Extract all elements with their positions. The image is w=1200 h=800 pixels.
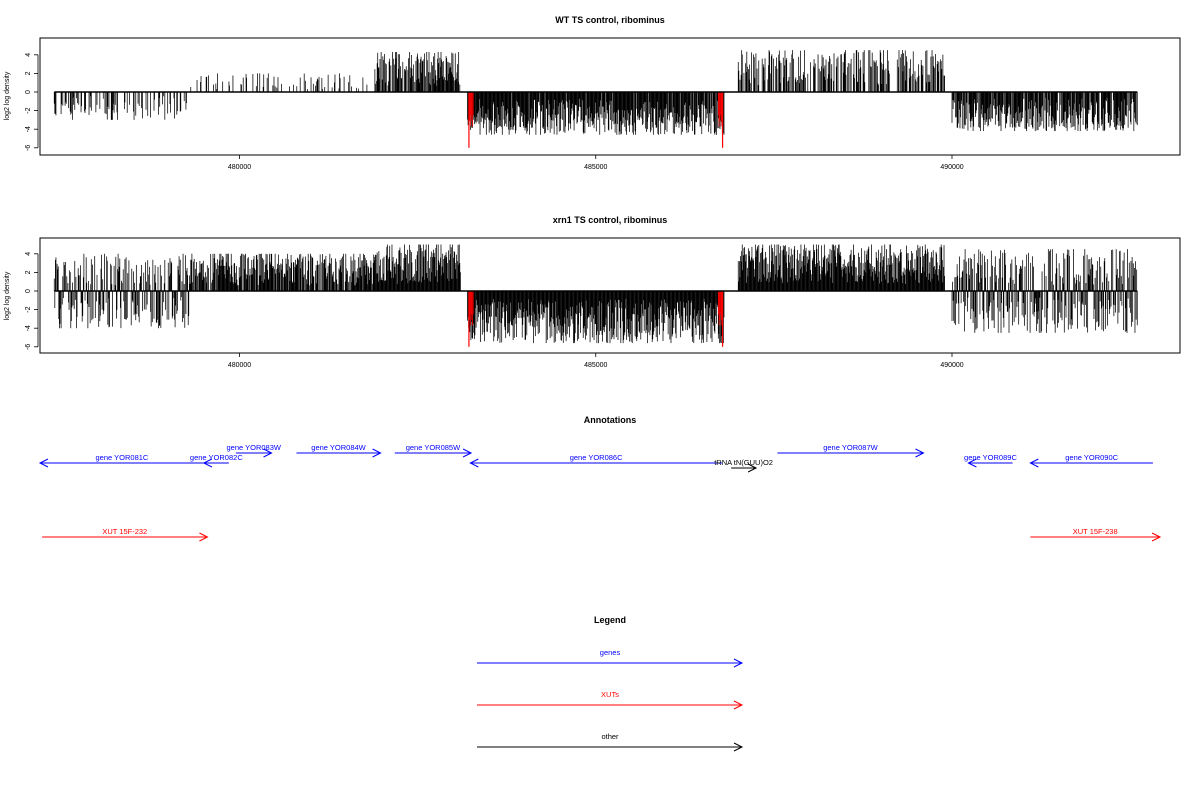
annotation-feature: gene YOR086C [469,453,722,468]
annotation-label: gene YOR082C [190,453,243,462]
annotation-label: gene YOR086C [570,453,623,462]
xrn1-x-tick-label: 480000 [228,362,251,369]
wt-x-tick-label: 480000 [228,164,251,171]
wt-y-tick-label: -6 [25,145,32,151]
wt-y-tick-label: 2 [25,71,32,75]
xrn1-y-tick-label: -2 [25,306,32,312]
xrn1-y-tick-label: 0 [25,289,32,293]
annotation-arrowhead [747,463,758,473]
xrn1-y-tick-label: 4 [25,252,32,256]
xrn1-axes: -6 -4 -2 0 2 4 480000 485000 490000 [25,252,964,369]
annotation-feature: gene YOR083W [227,443,282,458]
annotation-feature: gene YOR090C [1029,453,1153,468]
wt-panel: WT TS control, ribominus log2 log densit… [4,15,1181,171]
legend: genes XUTs other [477,648,744,752]
annotations-title: Annotations [584,415,637,425]
xrn1-y-axis-label: log2 log density [4,271,11,320]
annotation-arrowhead [1151,532,1162,542]
wt-x-tick-label: 485000 [584,164,607,171]
legend-arrowhead [733,658,744,668]
wt-y-tick-label: -4 [25,126,32,132]
annotation-arrowhead [967,458,977,468]
annotation-label: gene YOR087W [823,443,878,452]
annotation-feature: gene YOR089C [964,453,1017,468]
annotation-feature: gene YOR084W [296,443,382,458]
legend-label: XUTs [601,690,619,699]
wt-bars [53,50,1138,148]
annotation-label: gene YOR090C [1065,453,1118,462]
annotation-label: gene YOR084W [311,443,366,452]
xrn1-plot-frame [39,237,1181,354]
wt-y-tick-label: 0 [25,90,32,94]
xrn1-y-tick-label: 2 [25,270,32,274]
annotation-arrowhead [462,448,473,458]
annotation-label: gene YOR089C [964,453,1017,462]
annotation-label: gene YOR081C [96,453,149,462]
wt-panel-title: WT TS control, ribominus [555,15,665,25]
annotation-label: gene YOR085W [406,443,461,452]
wt-x-tick-label: 490000 [940,164,963,171]
annotation-arrowhead [199,532,209,542]
xrn1-x-tick-label: 485000 [584,362,607,369]
annotation-label: XUT 15F-232 [102,527,147,536]
wt-axes: -6 -4 -2 0 2 4 480000 485000 490000 [25,53,964,171]
annotation-arrowhead [38,458,49,468]
annotation-feature: XUT 15F-238 [1030,527,1162,542]
xrn1-y-tick-label: -4 [25,325,32,331]
annotation-feature: XUT 15F-232 [42,527,209,542]
legend-label: other [601,732,619,741]
legend-label: genes [600,648,621,657]
annotation-arrowhead [915,448,925,458]
annotation-feature: gene YOR082C [190,453,243,468]
wt-y-tick-label: 4 [25,53,32,57]
legend-item: genes [477,648,744,668]
annotation-arrowhead [202,458,213,468]
legend-arrowhead [733,742,744,752]
annotation-arrowhead [372,448,382,458]
wt-y-axis-label: log2 log density [4,71,11,120]
annotation-feature: gene YOR081C [38,453,204,468]
legend-title: Legend [594,615,626,625]
wt-plot-frame [39,37,1181,156]
wt-y-tick-label: -2 [25,107,32,113]
xrn1-panel-title: xrn1 TS control, ribominus [553,215,668,225]
annotation-arrowhead [263,448,273,458]
annotation-feature: gene YOR085W [394,443,473,458]
annotation-feature: tRNA tN(GUU)O2 [714,458,773,473]
xrn1-panel: xrn1 TS control, ribominus log2 log dens… [4,215,1181,369]
annotation-feature: gene YOR087W [777,443,925,458]
xrn1-x-tick-label: 490000 [940,362,963,369]
annotation-arrowhead [469,458,479,468]
annotation-label: tRNA tN(GUU)O2 [714,458,773,467]
annotation-label: gene YOR083W [227,443,282,452]
annotation-arrowhead [1029,458,1039,468]
xrn1-bars [53,244,1138,347]
legend-item: XUTs [477,690,744,710]
annotation-label: XUT 15F-238 [1073,527,1118,536]
xrn1-y-tick-label: -6 [25,344,32,350]
legend-arrowhead [733,700,744,710]
legend-item: other [477,732,744,752]
